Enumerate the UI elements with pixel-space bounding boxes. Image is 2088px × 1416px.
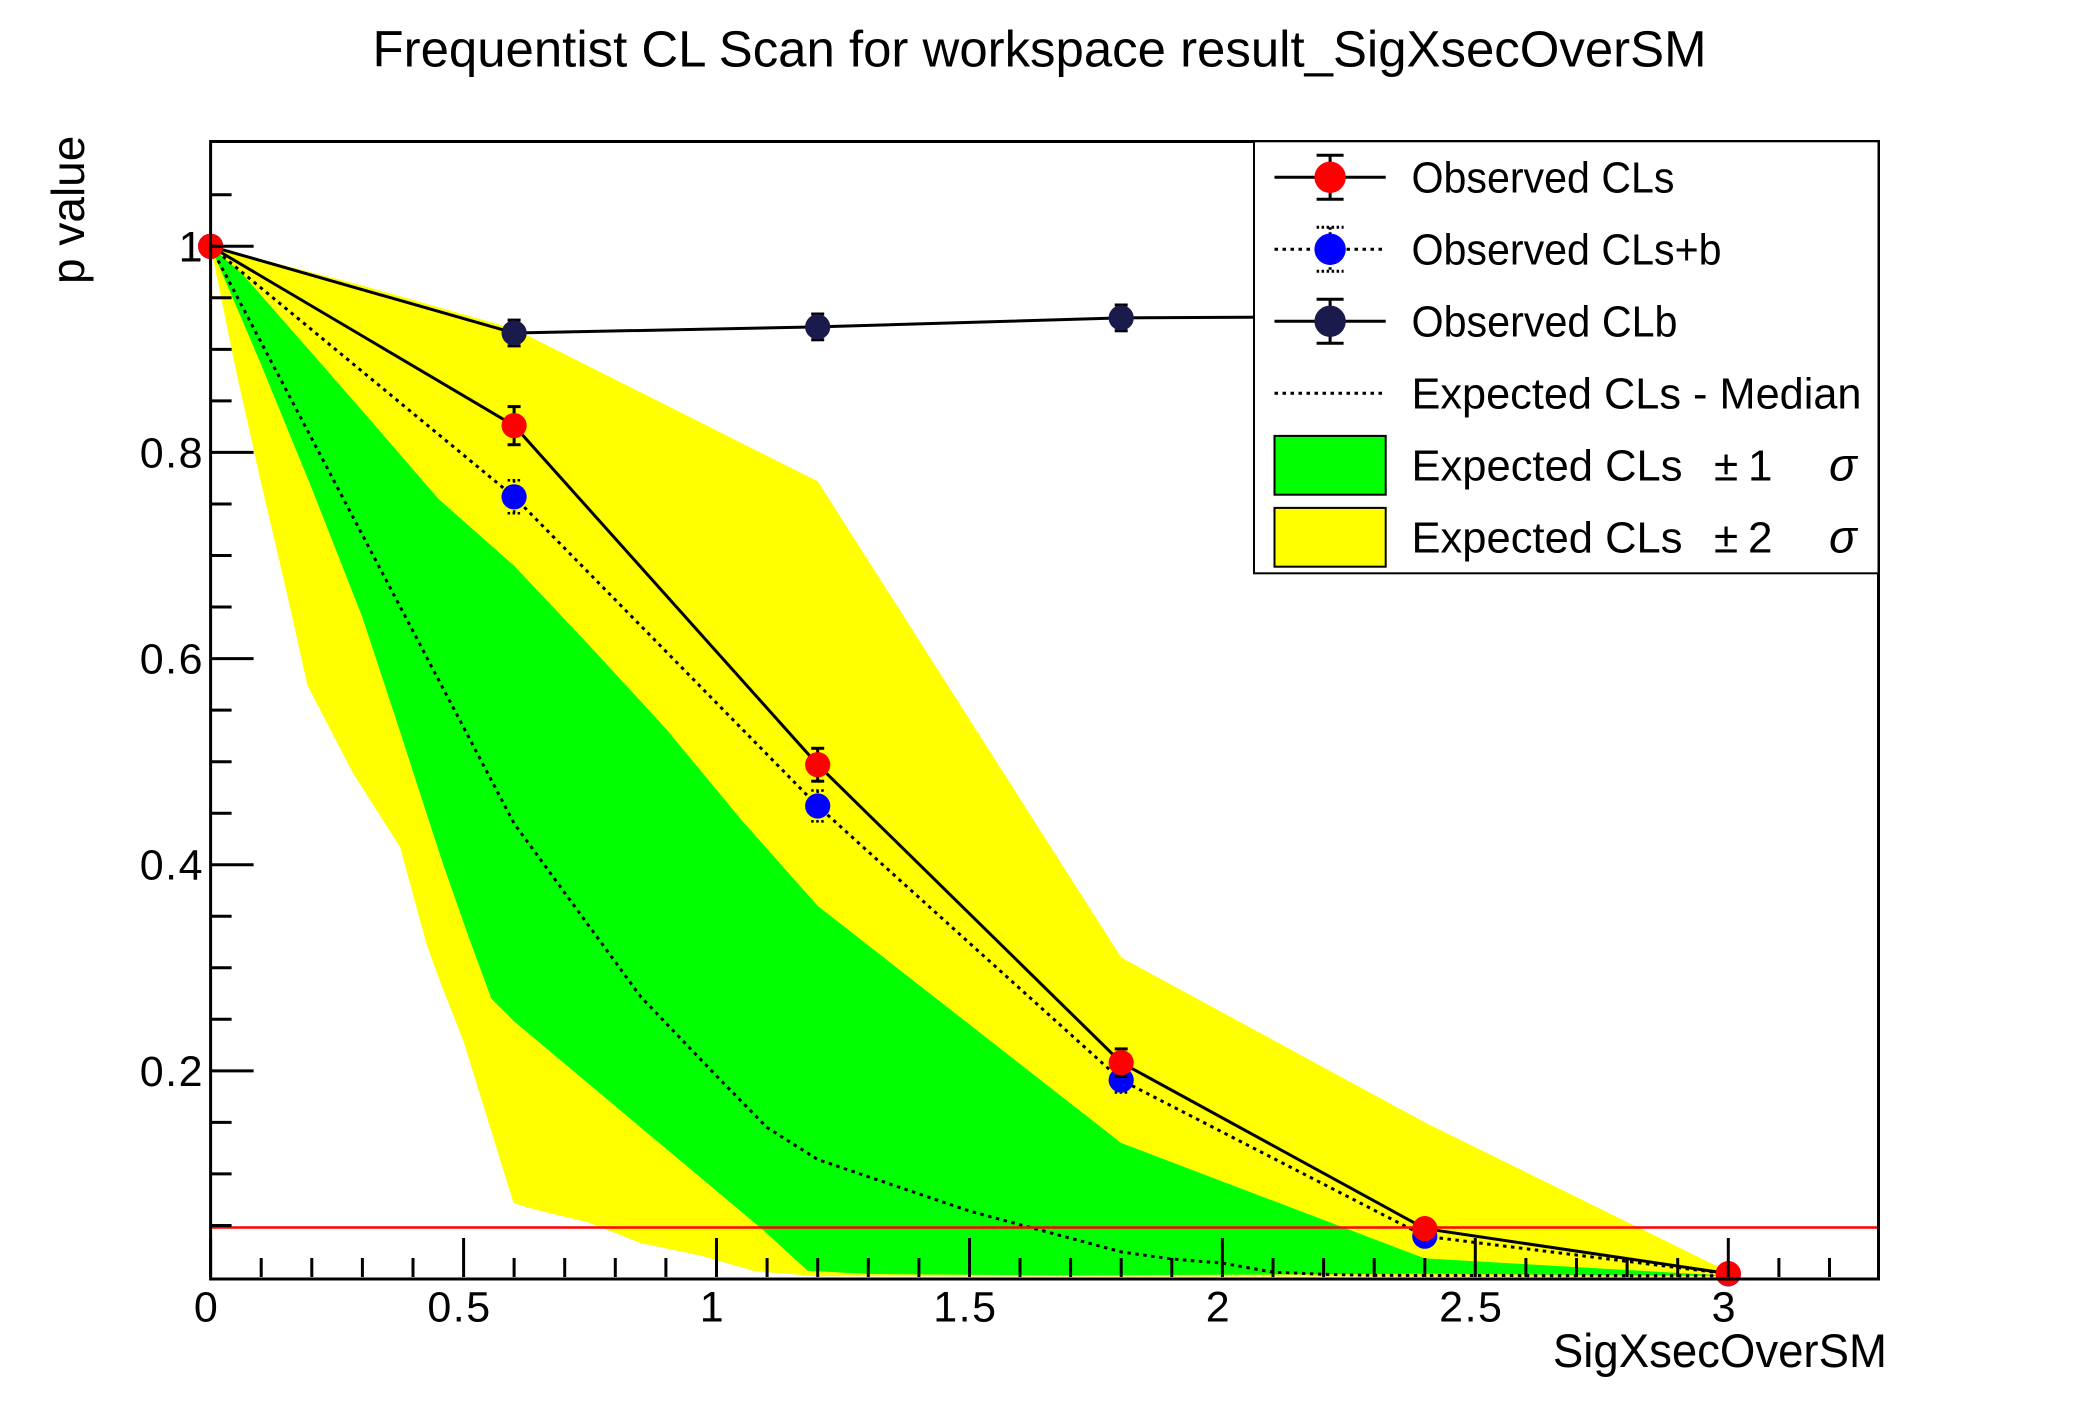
svg-text:1: 1 — [179, 223, 204, 271]
svg-text:Expected CLs: Expected CLs — [1412, 513, 1683, 562]
svg-text:σ: σ — [1829, 510, 1859, 562]
svg-text:Expected CLs - Median: Expected CLs - Median — [1412, 369, 1862, 418]
svg-text:Expected CLs: Expected CLs — [1412, 441, 1683, 490]
svg-text:2: 2 — [1206, 1284, 1231, 1332]
svg-text:2.5: 2.5 — [1439, 1284, 1503, 1332]
svg-text:SigXsecOverSM: SigXsecOverSM — [1553, 1324, 1887, 1377]
svg-text:p value: p value — [42, 136, 94, 284]
svg-text:Observed CLs: Observed CLs — [1412, 153, 1675, 202]
svg-text:0.2: 0.2 — [140, 1048, 204, 1096]
svg-text:σ: σ — [1829, 438, 1859, 490]
svg-text:0.4: 0.4 — [140, 842, 204, 890]
svg-text:1.5: 1.5 — [933, 1284, 997, 1332]
svg-text:0.8: 0.8 — [140, 429, 204, 477]
svg-text:±: ± — [1714, 441, 1738, 490]
svg-text:1: 1 — [700, 1284, 725, 1332]
svg-text:Frequentist CL Scan for worksp: Frequentist CL Scan for workspace result… — [373, 21, 1707, 78]
svg-text:3: 3 — [1712, 1284, 1737, 1332]
svg-text:±: ± — [1714, 513, 1738, 562]
svg-text:2: 2 — [1748, 513, 1772, 562]
svg-text:0: 0 — [194, 1284, 219, 1332]
svg-text:Observed CLb: Observed CLb — [1412, 297, 1678, 346]
svg-text:Observed CLs+b: Observed CLs+b — [1412, 225, 1722, 274]
svg-text:1: 1 — [1748, 441, 1772, 490]
svg-text:0.5: 0.5 — [427, 1284, 491, 1332]
svg-text:0.6: 0.6 — [140, 636, 204, 684]
